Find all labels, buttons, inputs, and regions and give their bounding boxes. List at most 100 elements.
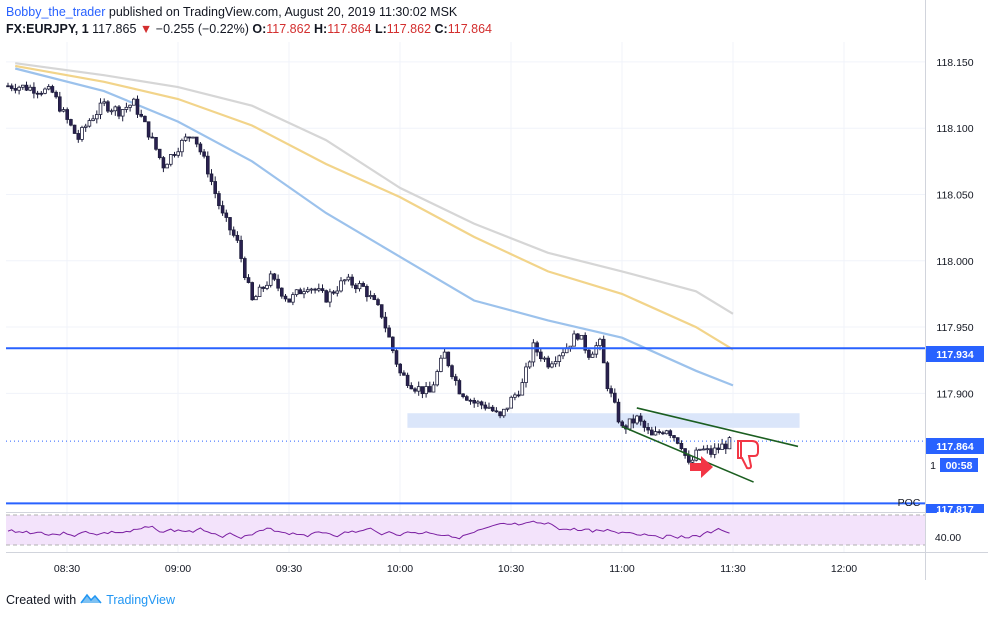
close-label: C:: [434, 22, 448, 36]
candle-body: [531, 342, 536, 363]
candle-body: [453, 376, 458, 381]
candle-body: [283, 295, 288, 300]
candle-body: [494, 410, 499, 413]
x-tick-label: 08:30: [54, 563, 80, 575]
x-tick-label: 11:00: [609, 563, 635, 575]
axes: 118.150 118.100 118.050 118.000 117.950 117.9…: [6, 0, 988, 580]
candle-body: [513, 394, 517, 398]
candle-body: [350, 276, 354, 286]
candle-body: [117, 106, 121, 117]
candle-body: [32, 86, 36, 94]
candle-body: [516, 394, 521, 397]
candle-body: [675, 437, 680, 444]
candle-body: [476, 401, 480, 404]
resistance-price-badge: [926, 346, 984, 362]
candle-body: [87, 120, 92, 127]
candle-body: [642, 420, 647, 428]
candle-body: [546, 357, 550, 368]
candle-body: [239, 239, 243, 259]
candle-body: [394, 350, 399, 365]
candle-body: [487, 406, 491, 409]
candle-body: [291, 294, 295, 303]
candle-body: [598, 338, 602, 347]
candle-body: [335, 290, 340, 294]
candle-body: [109, 110, 114, 113]
candle-body: [390, 336, 395, 352]
candle-body: [139, 113, 144, 117]
candle-body: [661, 432, 665, 435]
y-tick-label: 117.950: [936, 322, 973, 334]
candle-body: [527, 361, 532, 368]
candle-body: [561, 352, 565, 357]
candle-body: [638, 415, 643, 422]
candle-body: [342, 279, 347, 282]
price-levels[interactable]: [6, 347, 925, 505]
y-tick-label: 118.000: [936, 256, 973, 268]
candle-body: [361, 283, 365, 287]
candle-body: [383, 316, 388, 329]
candle-body: [646, 427, 650, 431]
x-tick-label: 10:30: [498, 563, 524, 575]
candle-body: [701, 448, 706, 451]
candle-body: [261, 286, 266, 289]
candle-body: [9, 85, 14, 89]
candle-body: [124, 106, 129, 110]
created-with-text: Created with: [6, 592, 77, 607]
candle-body: [120, 109, 125, 117]
candle-body: [402, 372, 406, 376]
candle-body: [601, 338, 606, 364]
candle-body: [183, 136, 188, 141]
candle-body: [76, 133, 81, 140]
candle-body: [579, 334, 584, 340]
candle-body: [609, 388, 613, 394]
candle-body: [594, 345, 599, 355]
candle-body: [587, 349, 591, 358]
candle-body: [687, 455, 691, 463]
descending-channel[interactable]: [621, 407, 799, 483]
candle-body: [483, 404, 488, 409]
poc-label: POC: [898, 497, 921, 509]
candle-body: [28, 86, 32, 91]
candle-body: [416, 386, 421, 392]
candle-body: [572, 333, 576, 347]
candle-body: [446, 351, 451, 367]
low-value: 117.862: [386, 22, 432, 36]
candle-body: [590, 353, 595, 358]
tradingview-logo-icon[interactable]: [80, 592, 102, 607]
candle-body: [143, 115, 147, 123]
candle-body: [305, 289, 310, 292]
candle-body: [457, 380, 462, 395]
candle-body: [58, 96, 62, 112]
candle-body: [35, 92, 40, 95]
candle-body: [450, 365, 454, 378]
candle-body: [209, 173, 214, 182]
candle-body: [550, 363, 554, 368]
tradingview-link[interactable]: TradingView: [106, 592, 175, 607]
candle-body: [613, 392, 617, 403]
symbol-label[interactable]: FX:EURJPY, 1: [6, 22, 89, 36]
candle-body: [357, 283, 362, 290]
candle-body: [520, 382, 525, 396]
last-price-badge: [926, 438, 984, 454]
candle-body: [616, 401, 621, 423]
candle-body: [346, 276, 351, 281]
support-zone[interactable]: [407, 413, 800, 428]
resistance-price-label: 117.934: [936, 349, 974, 361]
grid: [6, 42, 925, 552]
candle-body: [106, 101, 110, 112]
candle-body: [424, 386, 428, 395]
candle-body: [191, 136, 195, 139]
candle-body: [431, 384, 436, 393]
candle-body: [17, 86, 21, 91]
author-link[interactable]: Bobby_the_trader: [6, 5, 106, 19]
candle-body: [672, 435, 676, 439]
candle-body: [490, 406, 495, 412]
candle-body: [668, 430, 673, 436]
candle-body: [372, 295, 377, 301]
moving-average-yellow: [15, 64, 734, 351]
thumbs-down-icon: [737, 440, 759, 470]
candle-body: [24, 84, 29, 91]
candle-body: [187, 136, 192, 139]
y-tick-label: 117.900: [936, 388, 973, 400]
